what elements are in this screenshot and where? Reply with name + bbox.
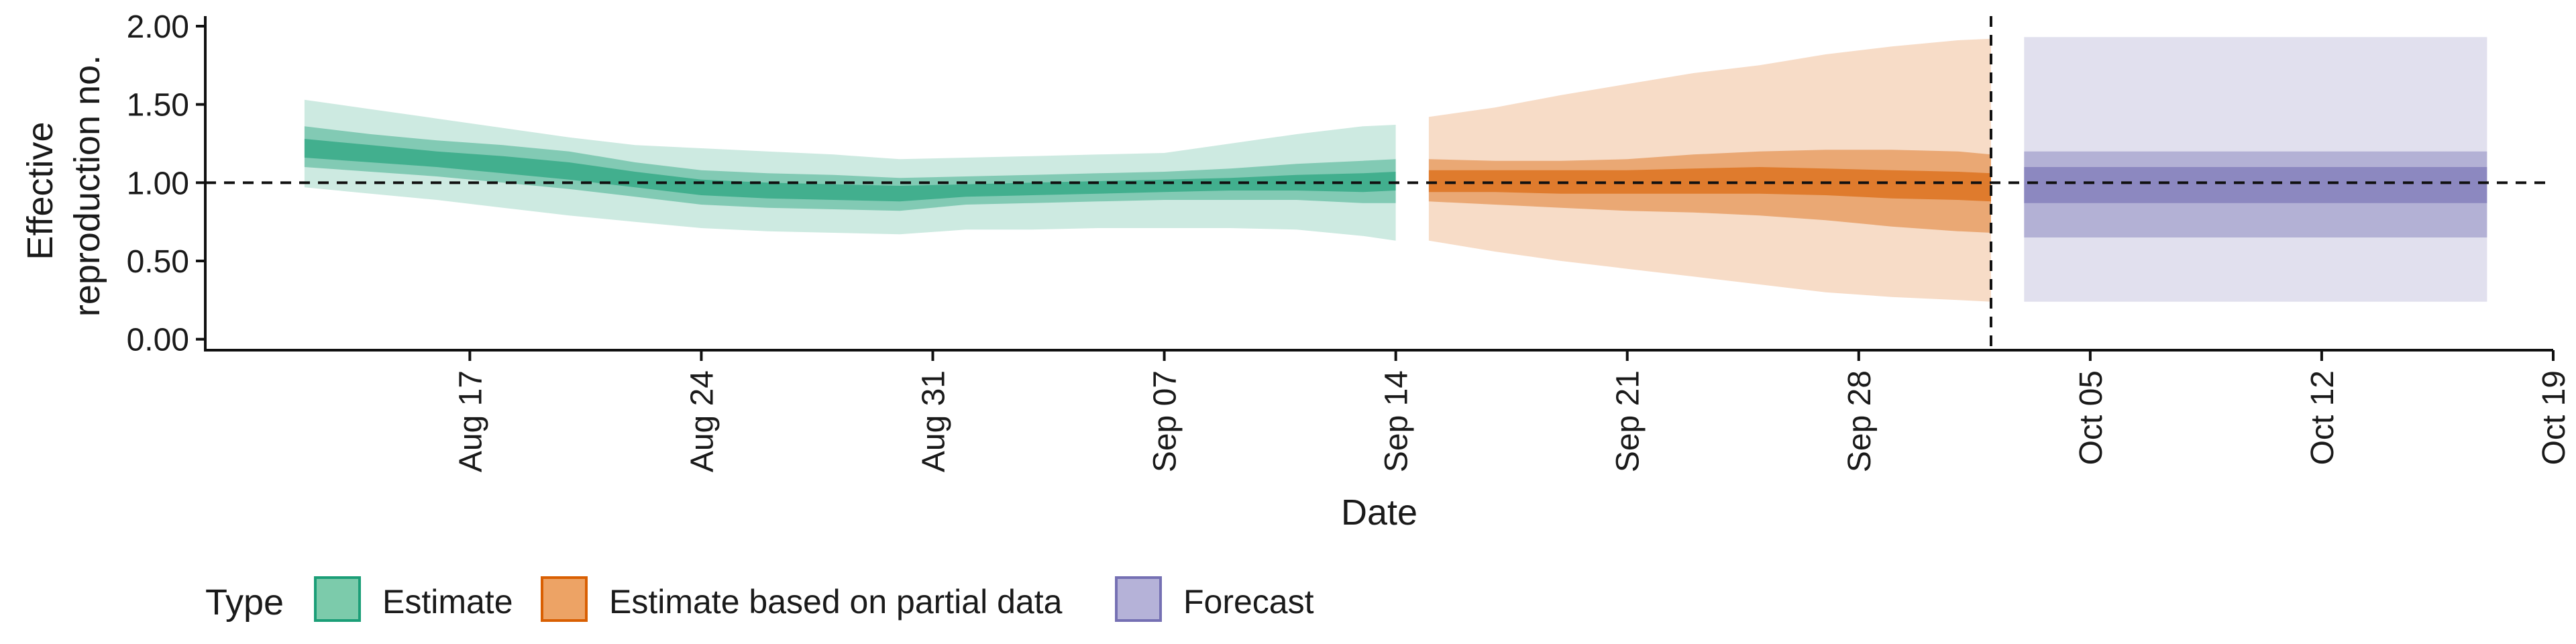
x-ticks: Aug 17 Aug 24 Aug 31 Sep 07 Sep 14 Sep 21 Sep … [453,350,2572,472]
y-tick-label: 1.00 [127,166,189,201]
legend-items: Estimate Estimate based on partial data Fo… [314,576,1314,622]
legend-key-estimate-based-on-partial-data [541,576,588,622]
x-tick-label: Sep 07 [1148,370,1183,472]
reference-layer [205,16,2553,350]
y-tick-label: 0.00 [127,323,189,358]
legend: Type Estimate Estimate based on partial d… [205,576,1314,623]
y-tick-label: 2.00 [127,9,189,45]
y-tick-label: 0.50 [127,244,189,280]
legend-label: Estimate based on partial data [609,583,1063,621]
x-tick-label: Oct 19 [2536,370,2572,465]
legend-label: Estimate [382,583,513,621]
y-tick-label: 1.50 [127,88,189,123]
legend-key-estimate [314,576,361,622]
legend-key-forecast [1115,576,1162,622]
x-axis-title: Date [1341,492,1417,533]
y-axis-title-line-1: Effective [20,121,60,260]
estimate-band-1 [304,99,1396,241]
axes: 0.00 0.50 1.00 1.50 2.00 Aug 17 Aug 24 Aug 31 S… [127,9,2572,472]
legend-label: Forecast [1183,583,1314,621]
x-tick-label: Aug 24 [684,370,720,472]
x-tick-label: Sep 14 [1379,370,1415,472]
legend-title: Type [205,582,284,623]
estimate-band-3 [304,139,1396,202]
x-tick-label: Sep 28 [1842,370,1878,472]
x-tick-label: Aug 17 [453,370,488,472]
x-tick-label: Oct 12 [2305,370,2341,465]
y-ticks: 0.00 0.50 1.00 1.50 2.00 [127,9,205,358]
x-tick-label: Aug 31 [916,370,952,472]
y-axis-title: Effective reproduction no. [20,55,107,317]
forecast-band-3 [2024,167,2487,203]
y-axis-title-line-2: reproduction no. [67,55,107,317]
ribbon-layer [304,37,2487,302]
estimate-based-on-partial-data-band-3 [1428,167,1991,202]
x-tick-label: Oct 05 [2074,370,2109,465]
x-tick-label: Sep 21 [1611,370,1646,472]
